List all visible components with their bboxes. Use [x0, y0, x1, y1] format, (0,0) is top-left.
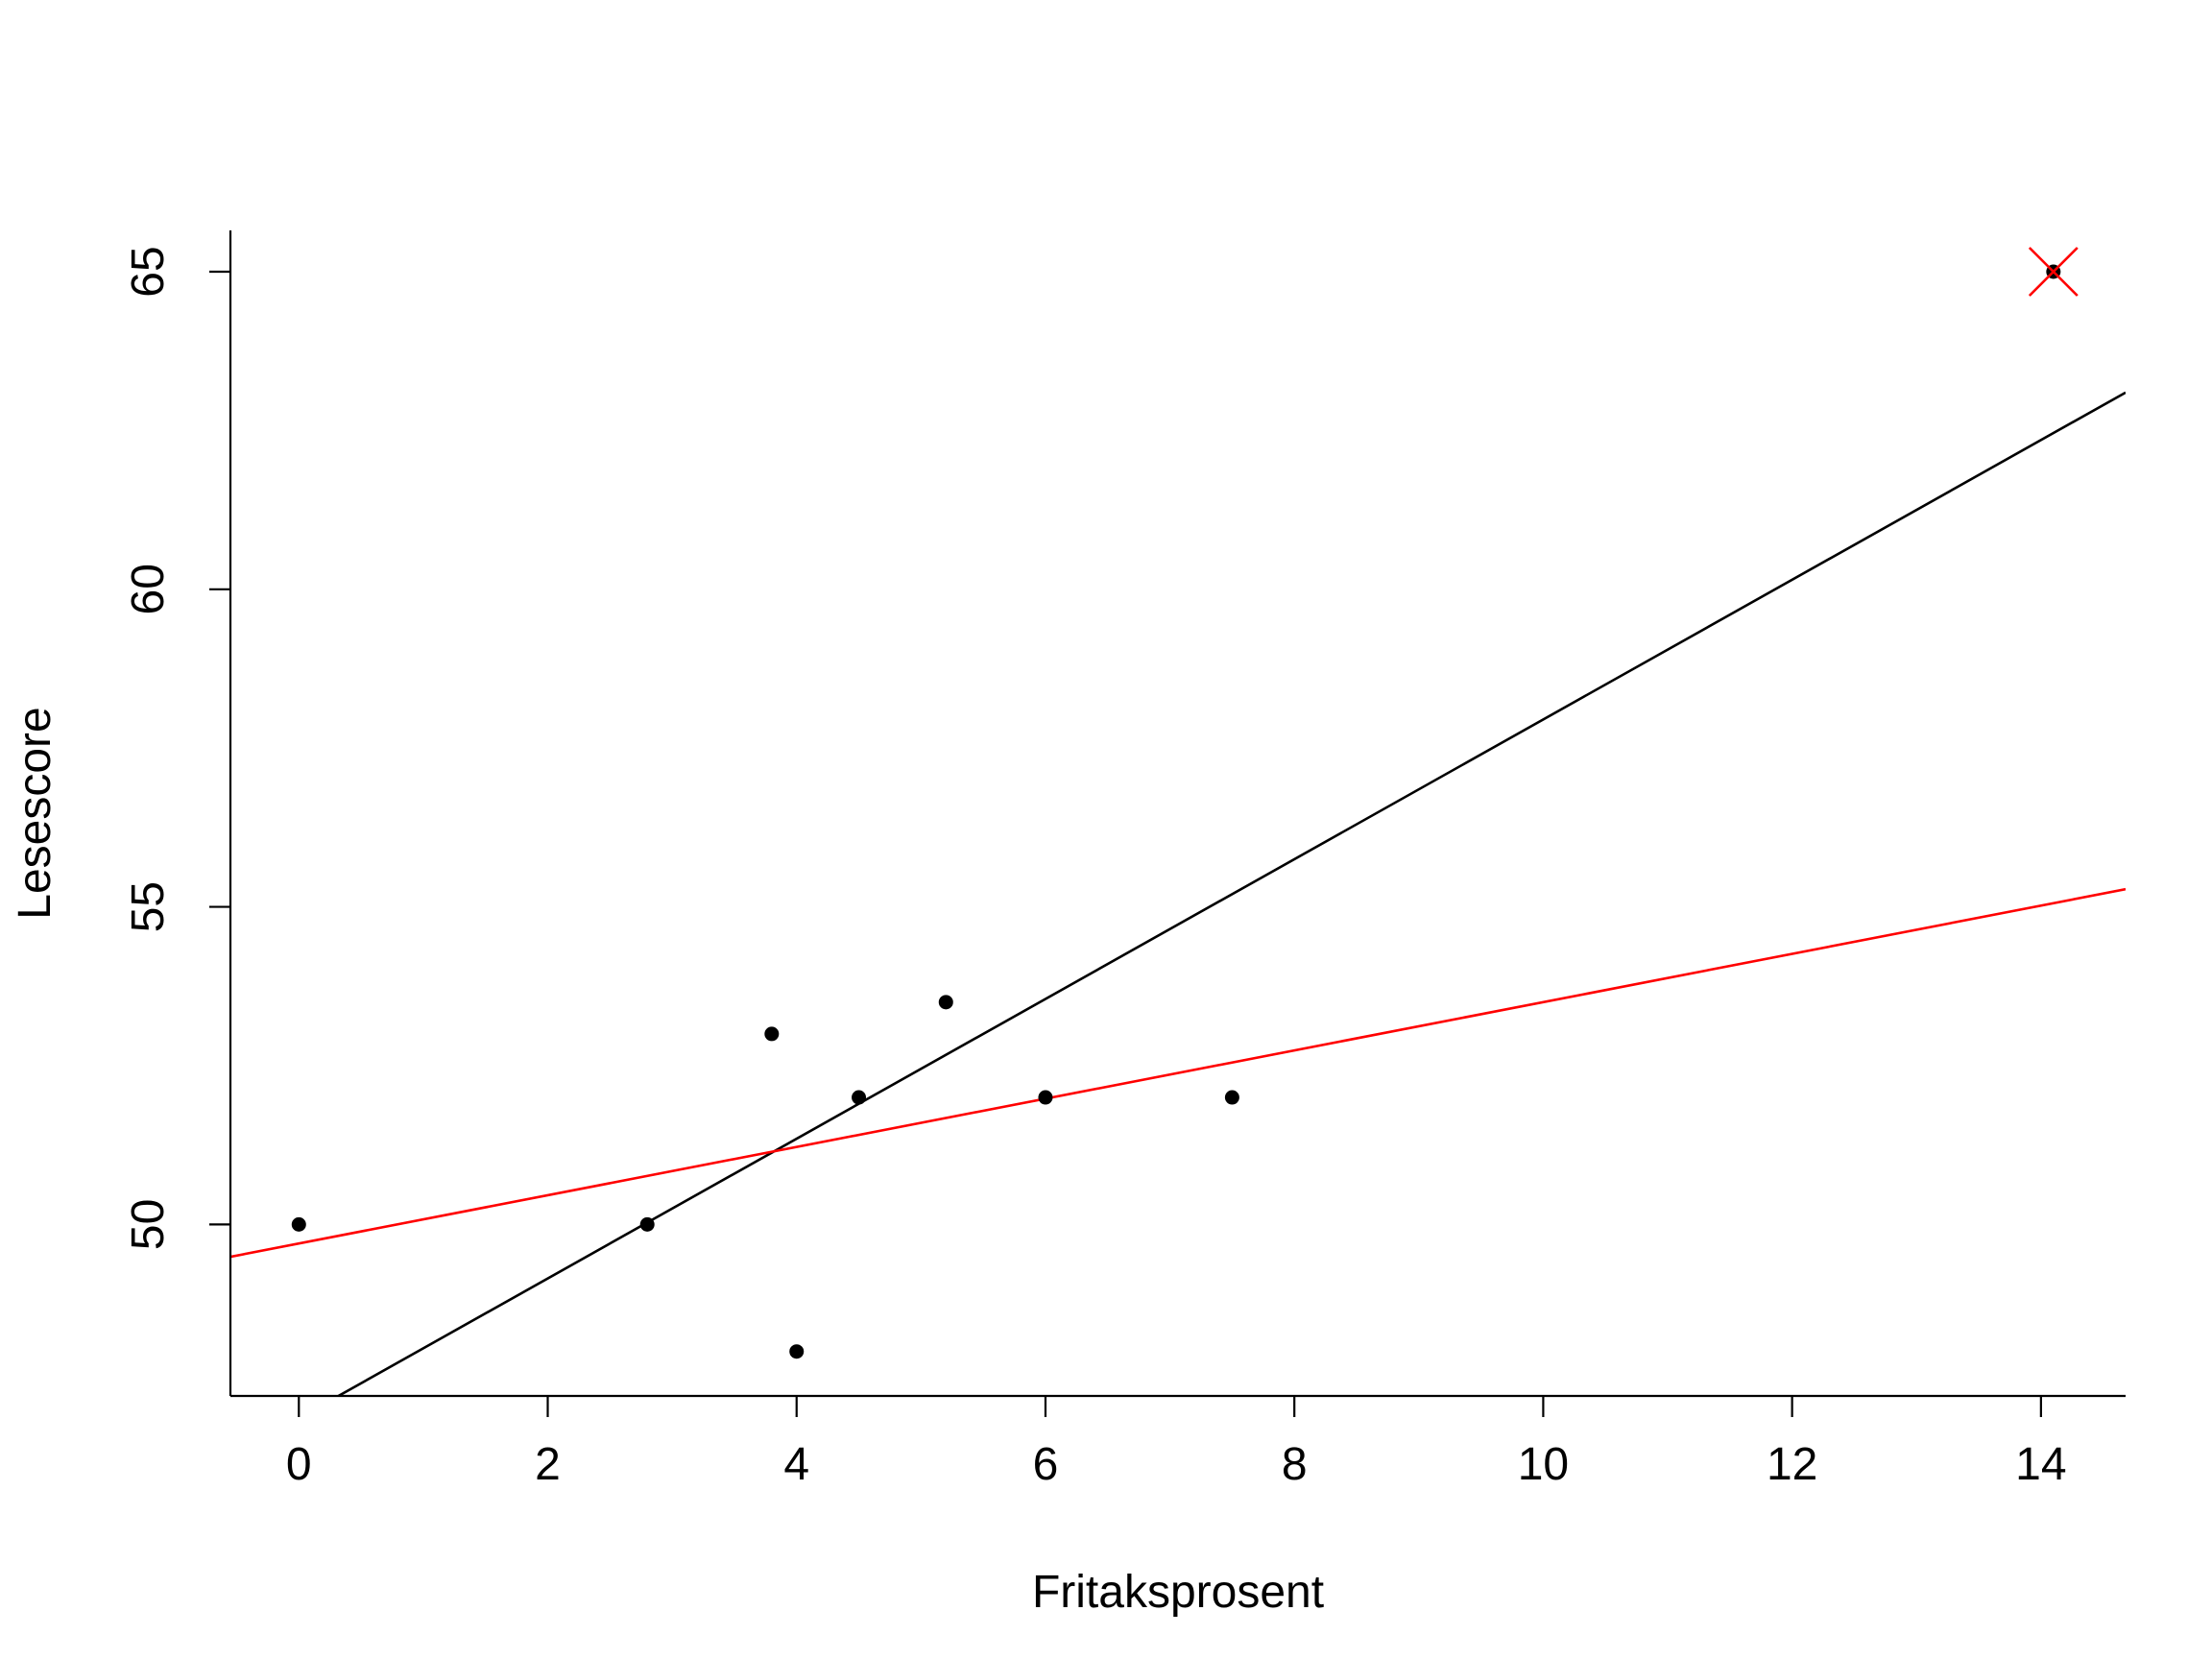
x-tick-label: 6 — [1033, 1439, 1059, 1490]
x-tick-label: 0 — [286, 1439, 312, 1490]
data-point — [1224, 1090, 1239, 1105]
data-point — [291, 1216, 306, 1232]
x-tick-label: 4 — [783, 1439, 809, 1490]
regression-lines — [230, 391, 2126, 1396]
x-axis-title: Fritaksprosent — [1032, 1567, 1324, 1618]
data-point — [852, 1090, 867, 1105]
x-tick-label: 10 — [1518, 1439, 1569, 1490]
data-point — [764, 1026, 780, 1042]
x-tick-label: 8 — [1282, 1439, 1308, 1490]
axes: 0 2 4 6 8 10 12 14 50 55 60 65 — [123, 230, 2126, 1490]
x-tick-label: 2 — [535, 1439, 561, 1490]
data-points — [291, 247, 2079, 1359]
outlier-cross-marker — [2028, 247, 2079, 297]
data-point — [1038, 1090, 1053, 1105]
data-point — [639, 1216, 655, 1232]
y-tick-label: 60 — [123, 564, 174, 614]
fit-line-black — [335, 391, 2126, 1396]
y-tick-label: 55 — [123, 881, 174, 932]
y-axis-title: Lesescore — [10, 707, 60, 919]
fit-line-red — [230, 887, 2126, 1259]
y-tick-label: 50 — [123, 1199, 174, 1250]
data-point — [938, 995, 953, 1010]
x-tick-label: 12 — [1767, 1439, 1817, 1490]
data-point — [789, 1344, 805, 1359]
outlier-cross-stroke — [2028, 247, 2079, 297]
y-tick-label: 65 — [123, 246, 174, 297]
x-tick-label: 14 — [2015, 1439, 2066, 1490]
